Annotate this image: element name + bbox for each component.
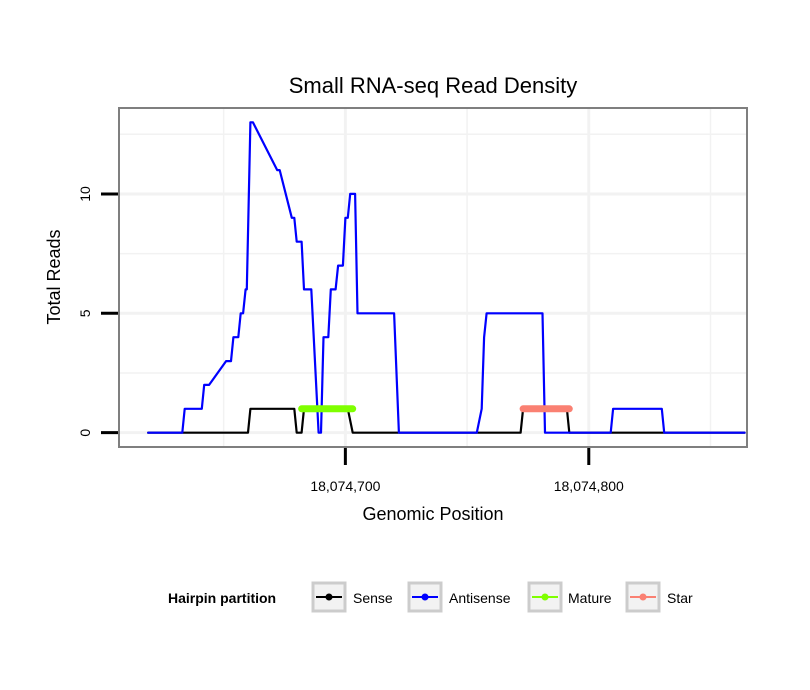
legend-item-mature: Mature	[527, 581, 612, 613]
legend-swatch-dot-sense	[325, 593, 333, 601]
y-tick-label-1: 5	[77, 309, 93, 317]
x-tick-label-1: 18,074,800	[554, 478, 624, 494]
legend-item-sense: Sense	[311, 581, 393, 613]
legend-label-antisense: Antisense	[449, 590, 511, 606]
series-lines	[147, 121, 746, 434]
chart-title: Small RNA-seq Read Density	[289, 73, 578, 98]
legend-swatch-dot-star	[639, 593, 647, 601]
y-axis-title: Total Reads	[44, 229, 64, 324]
legend-label-star: Star	[667, 590, 693, 606]
legend-swatch-dot-antisense	[421, 593, 429, 601]
legend-label-mature: Mature	[568, 590, 612, 606]
y-tick-label-0: 0	[77, 429, 93, 437]
axes: 18,074,700 18,074,800 0 5 10	[77, 186, 624, 494]
plot-panel	[118, 107, 748, 448]
y-tick-label-2: 10	[77, 186, 93, 202]
x-axis-title: Genomic Position	[362, 504, 503, 524]
plot-background	[119, 108, 747, 447]
legend-item-star: Star	[625, 581, 693, 613]
x-tick-label-0: 18,074,700	[310, 478, 380, 494]
legend-item-antisense: Antisense	[407, 581, 511, 613]
legend: Hairpin partition Sense Antisense Mature…	[168, 581, 693, 613]
series-line-antisense	[147, 121, 746, 434]
legend-swatch-dot-mature	[541, 593, 549, 601]
legend-label-sense: Sense	[353, 590, 393, 606]
legend-title: Hairpin partition	[168, 590, 276, 606]
plot-border	[118, 107, 748, 448]
